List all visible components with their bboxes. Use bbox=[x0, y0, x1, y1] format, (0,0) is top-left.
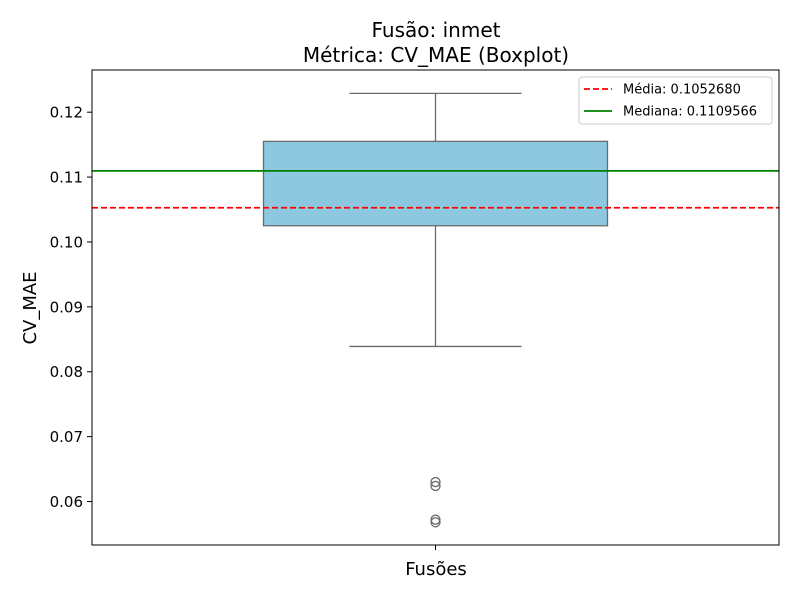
y-tick-label: 0.07 bbox=[50, 428, 83, 446]
outlier-point bbox=[430, 480, 441, 492]
chart-subtitle: Métrica: CV_MAE (Boxplot) bbox=[303, 43, 569, 67]
plot-area: 0.06 0.07 0.08 0.09 0.10 0.11 0.12 bbox=[50, 92, 779, 550]
y-tick-label: 0.08 bbox=[50, 363, 83, 381]
outlier-point bbox=[430, 476, 441, 488]
outlier-point bbox=[430, 514, 441, 525]
y-tick-label: 0.06 bbox=[50, 493, 83, 511]
y-axis-label: CV_MAE bbox=[20, 271, 41, 344]
y-tick-label: 0.12 bbox=[50, 104, 83, 122]
y-tick-label: 0.10 bbox=[50, 233, 83, 251]
y-tick-label: 0.11 bbox=[50, 169, 83, 187]
legend-box bbox=[578, 76, 773, 125]
legend: Média: 0.1052680 Mediana: 0.1109566 bbox=[578, 76, 773, 125]
iqr-box bbox=[262, 140, 609, 227]
chart-title: Fusão: inmet bbox=[372, 18, 501, 42]
legend-label: Média: 0.1052680 bbox=[623, 83, 741, 98]
x-axis-label: Fusões bbox=[405, 559, 467, 580]
legend-label: Mediana: 0.1109566 bbox=[623, 105, 757, 120]
y-tick-label: 0.09 bbox=[50, 298, 83, 316]
outlier-point bbox=[430, 517, 441, 528]
plot-frame bbox=[91, 69, 780, 546]
